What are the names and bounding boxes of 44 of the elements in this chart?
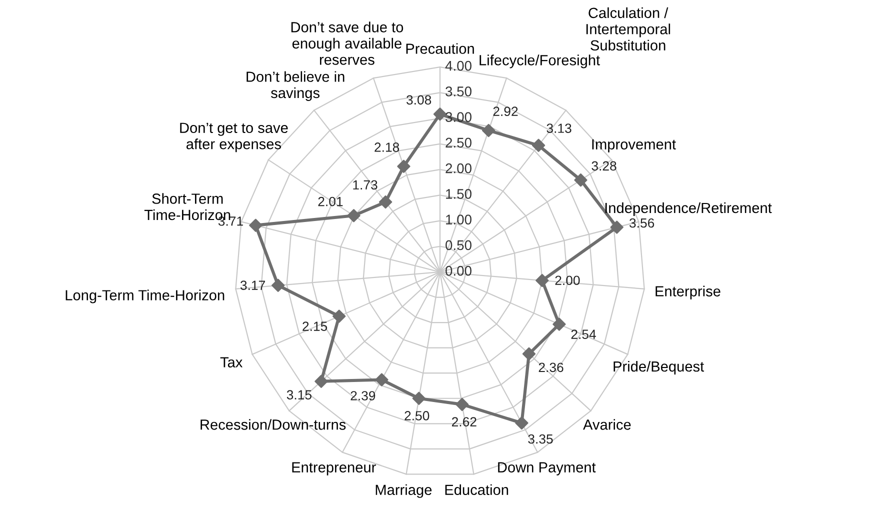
data-label: 3.13 — [546, 124, 572, 133]
spoke-label: Tax — [220, 357, 243, 368]
data-label: 3.15 — [286, 390, 312, 400]
data-label: 2.92 — [493, 106, 518, 116]
data-label: 2.15 — [302, 322, 328, 331]
y-tick-label: 3.50 — [446, 86, 472, 96]
spoke-label: Marriage — [376, 484, 432, 498]
spoke-label: Long-Term Time-Horizon — [66, 290, 224, 304]
spoke-label: Entrepreneur — [292, 462, 376, 476]
spoke-label: Avarice — [583, 419, 631, 430]
data-label: 2.39 — [350, 391, 376, 400]
data-label: 2.00 — [555, 276, 580, 286]
spoke-label: Recession/Down-turns — [200, 419, 346, 430]
spoke-label: Don’t save due to enough available reserves — [291, 22, 404, 65]
y-tick-label: 1.50 — [446, 189, 472, 199]
data-label: 3.35 — [528, 434, 553, 444]
spoke-label: Education — [445, 484, 508, 496]
spoke-label: Independence/Retirement — [605, 202, 772, 216]
spoke-label: Enterprise — [656, 286, 720, 300]
data-label: 2.18 — [374, 142, 400, 152]
data-label: 3.17 — [240, 280, 265, 290]
data-label: 2.50 — [404, 411, 430, 420]
data-label: 2.62 — [452, 417, 476, 426]
spoke-label: Calculation / Intertemporal Substitution — [586, 7, 670, 51]
data-label: 3.56 — [629, 218, 654, 228]
data-label: 2.36 — [538, 362, 564, 372]
spoke-label: Don’t believe in savings — [246, 71, 344, 102]
spoke-label: Down Payment — [498, 462, 596, 476]
spoke-label: Precaution — [406, 43, 474, 54]
y-tick-label: 0.00 — [446, 266, 472, 276]
spoke-label: Improvement — [592, 139, 676, 152]
data-label: 3.08 — [406, 95, 432, 105]
spoke-label: Pride/Bequest — [614, 360, 704, 375]
data-label: 2.01 — [318, 196, 343, 206]
data-label: 3.28 — [592, 161, 616, 171]
data-label: 2.54 — [571, 330, 596, 340]
data-label: 1.73 — [353, 180, 378, 190]
y-tick-label: 4.00 — [445, 60, 472, 71]
spoke-label: Lifecycle/Foresight — [480, 54, 600, 68]
y-tick-label: 2.00 — [446, 163, 472, 174]
spoke-label: Don’t get to save after expenses — [180, 122, 288, 152]
y-tick-label: 1.00 — [446, 214, 472, 224]
y-tick-label: 0.50 — [446, 240, 472, 250]
y-tick-label: 2.50 — [446, 138, 472, 148]
